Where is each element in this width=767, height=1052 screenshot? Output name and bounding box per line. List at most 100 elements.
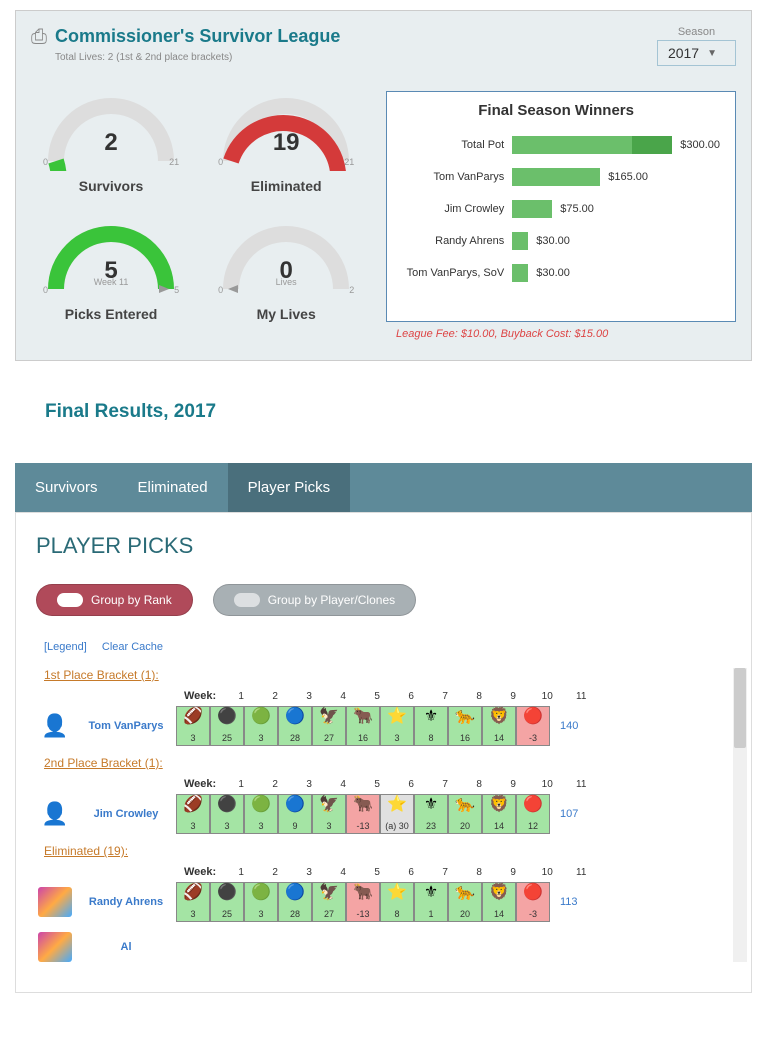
pick-score: 14 <box>494 821 504 831</box>
pick-cell[interactable]: 🏈3 <box>176 706 210 746</box>
team-icon: 🔴 <box>523 885 543 901</box>
bracket-header[interactable]: 2nd Place Bracket (1): <box>44 756 731 770</box>
pick-cell[interactable]: 🔵28 <box>278 882 312 922</box>
pick-cell[interactable]: 🏈3 <box>176 882 210 922</box>
week-col: 9 <box>496 691 530 702</box>
week-col: 5 <box>360 691 394 702</box>
pick-cell[interactable]: 🏈3 <box>176 794 210 834</box>
team-icon: ⚜ <box>424 885 438 901</box>
pick-cell[interactable]: 🟢3 <box>244 706 278 746</box>
pick-cell[interactable]: ⭐8 <box>380 882 414 922</box>
pill-group-by-rank[interactable]: Group by Rank <box>36 584 193 616</box>
chart-bar <box>632 136 672 154</box>
pick-cell[interactable]: ⚫25 <box>210 882 244 922</box>
pick-cell[interactable]: 🦅27 <box>312 706 346 746</box>
chart-value: $300.00 <box>680 139 720 151</box>
pick-cell[interactable]: ⚜8 <box>414 706 448 746</box>
pick-cell[interactable]: ⚫3 <box>210 794 244 834</box>
pick-cell[interactable]: 🐂16 <box>346 706 380 746</box>
pick-cell[interactable]: 🐂-13 <box>346 794 380 834</box>
tab-survivors[interactable]: Survivors <box>15 463 118 512</box>
player-name-link[interactable]: Randy Ahrens <box>76 896 176 908</box>
pick-cell[interactable]: ⚜23 <box>414 794 448 834</box>
chart-bar <box>512 200 552 218</box>
team-icon: 🐆 <box>455 709 475 725</box>
picks-scroll-region: 1st Place Bracket (1):Week:1234567891011… <box>36 668 731 962</box>
player-total: 113 <box>560 896 578 908</box>
week-col: 7 <box>428 779 462 790</box>
chart-value: $75.00 <box>560 203 594 215</box>
team-icon: ⚫ <box>217 797 237 813</box>
legend-link[interactable]: [Legend] <box>44 641 87 653</box>
pick-cell[interactable]: 🦁14 <box>482 882 516 922</box>
pick-cell[interactable]: 🐆20 <box>448 794 482 834</box>
gauge-label: Eliminated <box>206 178 366 194</box>
bracket-header[interactable]: 1st Place Bracket (1): <box>44 668 731 682</box>
pick-cell[interactable]: 🔵28 <box>278 706 312 746</box>
pick-cell[interactable]: 🦅3 <box>312 794 346 834</box>
pick-cell[interactable]: 🦅27 <box>312 882 346 922</box>
pick-score: 3 <box>258 733 263 743</box>
chart-title: Final Season Winners <box>392 102 720 119</box>
winners-chart: Final Season Winners Total Pot $300.00To… <box>386 91 736 322</box>
toggle-icon <box>57 593 83 607</box>
team-icon: 🟢 <box>251 709 271 725</box>
player-name-link[interactable]: Tom VanParys <box>76 720 176 732</box>
fee-note: League Fee: $10.00, Buyback Cost: $15.00 <box>396 328 736 340</box>
pick-cell[interactable]: 🦁14 <box>482 706 516 746</box>
pick-cell[interactable]: 🔴-3 <box>516 882 550 922</box>
pick-cell[interactable]: 🐆 20 <box>448 882 482 922</box>
dashboard-panel: ⎙ Commissioner's Survivor League Total L… <box>15 10 752 361</box>
pick-cell[interactable]: 🟢3 <box>244 794 278 834</box>
clear-cache-link[interactable]: Clear Cache <box>102 641 163 653</box>
week-col: 1 <box>224 691 258 702</box>
pick-cell[interactable]: ⚜1 <box>414 882 448 922</box>
player-name-link[interactable]: Jim Crowley <box>76 808 176 820</box>
pick-score: 1 <box>428 909 433 919</box>
pick-cell[interactable]: 🔵9 <box>278 794 312 834</box>
scrollbar[interactable] <box>733 668 747 962</box>
week-col: 2 <box>258 691 292 702</box>
chart-bar <box>512 168 600 186</box>
team-icon: 🏈 <box>183 797 203 813</box>
pick-cell[interactable]: 🔴-3 <box>516 706 550 746</box>
print-icon[interactable]: ⎙ <box>31 26 47 49</box>
league-title: Commissioner's Survivor League <box>55 26 340 47</box>
week-col: 1 <box>224 867 258 878</box>
tab-player-picks[interactable]: Player Picks <box>228 463 351 512</box>
gauge-min: 0 <box>218 157 223 167</box>
pick-cell[interactable]: 🐂-13 <box>346 882 380 922</box>
pick-cell[interactable]: 🔴12 <box>516 794 550 834</box>
season-dropdown[interactable]: 2017 ▼ <box>657 40 736 66</box>
week-col: 4 <box>326 867 360 878</box>
weeks-label: Week: <box>184 690 216 702</box>
team-icon: 🐂 <box>353 885 373 901</box>
team-icon: 🐆 <box>455 885 475 901</box>
grouping-pills: Group by Rank Group by Player/Clones <box>36 584 731 616</box>
week-col: 6 <box>394 691 428 702</box>
week-col: 7 <box>428 691 462 702</box>
tab-eliminated[interactable]: Eliminated <box>118 463 228 512</box>
gauge-sub: Week 11 <box>31 277 191 287</box>
gauge-max: 21 <box>344 157 354 167</box>
pick-cell[interactable]: ⭐(a) 30 <box>380 794 414 834</box>
scrollbar-thumb[interactable] <box>734 668 746 748</box>
player-avatar <box>38 932 72 962</box>
pick-cell[interactable]: 🟢3 <box>244 882 278 922</box>
player-avatar: 👤 <box>38 711 72 741</box>
season-label: Season <box>657 26 736 38</box>
weeks-label: Week: <box>184 866 216 878</box>
pick-cell[interactable]: 🦁14 <box>482 794 516 834</box>
bracket-header[interactable]: Eliminated (19): <box>44 844 731 858</box>
season-selector: Season 2017 ▼ <box>657 26 736 66</box>
pill-group-by-player-clones[interactable]: Group by Player/Clones <box>213 584 416 616</box>
team-icon: 🦅 <box>319 885 339 901</box>
team-icon: ⭐ <box>387 709 407 725</box>
pick-cell[interactable]: ⚫25 <box>210 706 244 746</box>
weeks-label: Week: <box>184 778 216 790</box>
player-name-link[interactable]: Al <box>76 941 176 953</box>
team-icon: 🔴 <box>523 797 543 813</box>
pick-cell[interactable]: 🐆16 <box>448 706 482 746</box>
pick-score: 20 <box>460 909 470 919</box>
pick-cell[interactable]: ⭐3 <box>380 706 414 746</box>
